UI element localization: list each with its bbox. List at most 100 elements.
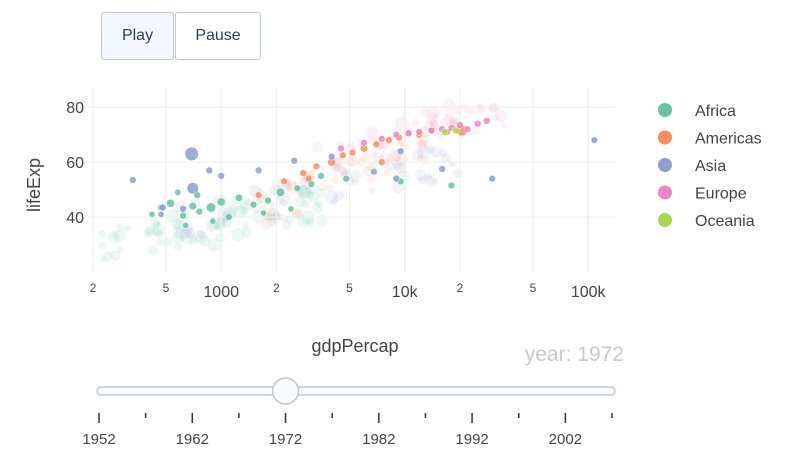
background-point	[98, 241, 107, 250]
background-point	[180, 231, 194, 245]
x-tick-label: 1000	[203, 284, 239, 301]
background-point	[426, 112, 440, 126]
background-point	[102, 251, 114, 262]
background-point	[442, 98, 456, 112]
data-point	[234, 193, 243, 202]
background-point	[171, 218, 184, 231]
background-point	[240, 197, 254, 212]
legend-marker	[658, 103, 672, 117]
slider-handle[interactable]	[271, 377, 300, 405]
y-tick-label: 80	[66, 100, 84, 117]
background-point	[395, 117, 409, 131]
data-point	[186, 182, 199, 195]
data-point	[488, 174, 496, 183]
slider-tick-label: 1982	[362, 431, 395, 448]
background-point	[427, 145, 435, 154]
data-point	[447, 181, 456, 190]
background-point	[317, 182, 327, 192]
data-point	[209, 217, 217, 225]
background-point	[332, 156, 346, 169]
legend-marker	[658, 213, 672, 227]
background-point	[227, 199, 242, 213]
legend: Africa Americas Asia Europe Oceania	[658, 103, 762, 230]
background-point	[152, 222, 166, 236]
data-point	[184, 146, 199, 161]
background-point	[470, 126, 479, 135]
background-point	[319, 164, 327, 171]
background-point	[311, 141, 323, 153]
data-point	[205, 166, 213, 175]
background-point	[116, 246, 124, 254]
background-point	[300, 199, 310, 209]
data-point	[440, 128, 449, 136]
data-point	[225, 213, 233, 221]
data-point	[339, 151, 347, 159]
x-tick-label: 2	[457, 281, 464, 295]
data-point	[370, 168, 378, 176]
x-tick-label: 10k	[392, 284, 419, 301]
year-slider[interactable]: 1952 1962 1972 1982 1992 2002	[82, 377, 616, 448]
legend-label: Asia	[695, 158, 726, 175]
background-point	[443, 113, 450, 121]
background-point	[188, 235, 198, 246]
slider-rail[interactable]	[96, 386, 616, 396]
background-point	[279, 198, 287, 207]
x-tick-label: 100k	[571, 284, 607, 301]
data-point	[396, 147, 405, 155]
legend-marker	[658, 130, 672, 145]
slider-tick-label: 1962	[176, 431, 209, 448]
background-point	[460, 102, 467, 110]
background-point	[383, 170, 391, 177]
slider-tick-label: 1992	[455, 431, 488, 448]
legend-label: Oceania	[695, 213, 755, 230]
data-point	[438, 165, 446, 173]
background-point	[316, 187, 326, 198]
background-point	[150, 218, 161, 228]
background-point	[416, 144, 431, 159]
x-tick-label: 2	[90, 281, 97, 295]
background-point	[173, 242, 183, 252]
background-point	[340, 168, 349, 177]
background-point	[349, 170, 362, 183]
background-point	[279, 214, 286, 222]
background-point	[446, 112, 453, 120]
background-point	[424, 172, 432, 181]
background-point	[412, 149, 424, 162]
background-point	[351, 179, 359, 186]
background-point	[162, 236, 172, 246]
background-point	[414, 169, 427, 181]
background-point	[501, 121, 509, 129]
play-button[interactable]: Play	[101, 12, 174, 60]
background-point	[439, 149, 448, 157]
data-point	[342, 174, 350, 183]
data-point	[290, 157, 298, 165]
pause-button[interactable]: Pause	[175, 12, 261, 60]
background-point	[325, 184, 334, 193]
background-point	[282, 219, 293, 230]
background-point	[476, 104, 487, 114]
y-tick-label: 40	[66, 210, 84, 227]
data-point	[159, 203, 167, 212]
background-point	[269, 211, 282, 224]
background-point	[440, 118, 448, 127]
background-point	[426, 105, 440, 120]
background-point	[416, 154, 424, 162]
slider-ticks: 1952 1962 1972 1982 1992 2002	[82, 413, 613, 448]
data-point	[217, 172, 225, 180]
x-axis-ticks: 2 5 1000 2 5 10k 2 5 100k	[90, 281, 607, 301]
x-axis-title: gdpPercap	[311, 336, 398, 356]
slider-tick-label: 1952	[82, 431, 115, 448]
legend-label: Africa	[695, 103, 736, 120]
data-point	[195, 207, 203, 216]
background-point	[242, 227, 252, 238]
data-points	[129, 117, 598, 229]
background-point	[488, 102, 500, 114]
data-point	[385, 136, 393, 144]
background-point	[346, 156, 356, 166]
background-point	[196, 230, 206, 239]
legend-marker	[658, 158, 672, 172]
background-point	[233, 205, 247, 219]
grid-lines	[80, 88, 615, 272]
data-point	[312, 162, 320, 170]
background-points	[97, 98, 509, 263]
